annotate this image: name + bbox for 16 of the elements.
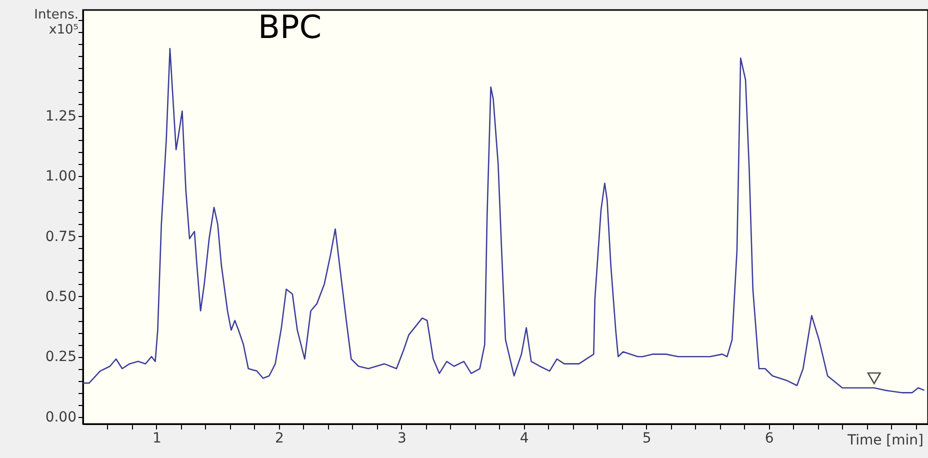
x-tick-label: 3 [397, 430, 406, 446]
y-tick-label: 0.00 [45, 409, 76, 426]
x-tick-label: 6 [764, 430, 774, 446]
y-tick-label: 1.00 [45, 168, 76, 185]
line-series [83, 48, 925, 394]
y-tick-label: 0.75 [45, 228, 76, 245]
x-tick-label: 4 [520, 430, 529, 446]
y-tick-label: 0.25 [45, 349, 76, 366]
x-axis-title: Time [min] [846, 432, 924, 448]
y-axis-title: Intens. x10⁵ [34, 8, 78, 38]
y-tick-label: 1.25 [45, 108, 76, 124]
x-tick-label: 1 [152, 430, 162, 446]
y-tick-label: 0.50 [45, 288, 76, 305]
x-tick-label: 5 [642, 430, 652, 446]
chart-title: BPC [258, 8, 322, 46]
x-tick-label: 2 [274, 430, 284, 446]
